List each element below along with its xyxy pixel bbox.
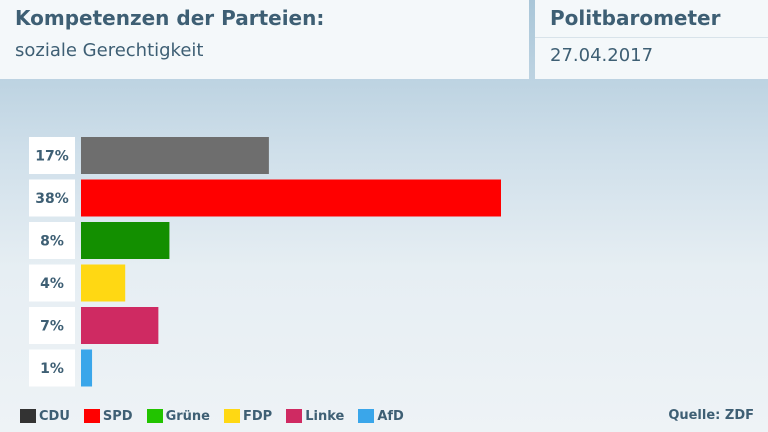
value-label-linke: 7%	[40, 319, 64, 335]
bar-fdp	[81, 264, 126, 302]
value-label-box-cdu	[29, 137, 75, 174]
bar-afd	[81, 349, 93, 387]
bar-spd	[81, 179, 501, 217]
legend-swatch-cdu	[20, 409, 36, 423]
header-title-panel: Kompetenzen der Parteien: soziale Gerech…	[0, 0, 529, 79]
legend-swatch-afd	[358, 409, 375, 423]
value-label-box-gruene	[29, 222, 75, 259]
legend-swatch-fdp	[224, 409, 240, 423]
chart-legend: CDU SPD Grüne FDP Linke AfD	[20, 407, 418, 425]
value-label-box-spd	[29, 179, 75, 217]
value-label-afd: 1%	[40, 361, 64, 377]
value-label-box-linke	[29, 307, 75, 344]
legend-item-cdu: CDU	[20, 409, 70, 424]
chart-title: Kompetenzen der Parteien:	[15, 6, 325, 30]
survey-date: 27.04.2017	[550, 45, 654, 66]
value-label-box-afd	[29, 349, 75, 387]
legend-label-gruene: Grüne	[165, 408, 210, 424]
legend-label-afd: AfD	[377, 408, 404, 424]
bar-gruene	[81, 222, 170, 259]
value-label-fdp: 4%	[40, 276, 64, 292]
chart-subtitle: soziale Gerechtigkeit	[15, 40, 204, 61]
legend-item-fdp: FDP	[224, 409, 272, 424]
legend-label-cdu: CDU	[39, 408, 70, 424]
legend-label-spd: SPD	[102, 408, 133, 424]
source-credit: Quelle: ZDF	[668, 408, 754, 423]
value-label-box-fdp	[29, 264, 75, 302]
brand-divider	[535, 0, 768, 38]
legend-swatch-gruene	[146, 409, 163, 423]
legend-item-gruene: Grüne	[146, 408, 210, 424]
legend-label-linke: Linke	[305, 408, 345, 424]
bar-linke	[81, 307, 159, 344]
header-brand-panel: Politbarometer 27.04.2017	[535, 0, 768, 79]
value-label-spd: 38%	[35, 191, 69, 207]
legend-label-fdp: FDP	[243, 408, 273, 424]
bar-chart: 17% 38% 8% 4% 7% 1%	[29, 137, 501, 387]
value-label-gruene: 8%	[40, 234, 64, 250]
legend-item-linke: Linke	[286, 409, 344, 424]
legend-item-spd: SPD	[83, 408, 133, 424]
legend-swatch-linke	[286, 409, 303, 423]
legend-item-afd: AfD	[358, 409, 404, 424]
value-label-cdu: 17%	[35, 149, 69, 165]
brand-name: Politbarometer	[550, 6, 721, 30]
bar-cdu	[81, 137, 269, 174]
legend-swatch-spd	[83, 409, 100, 423]
